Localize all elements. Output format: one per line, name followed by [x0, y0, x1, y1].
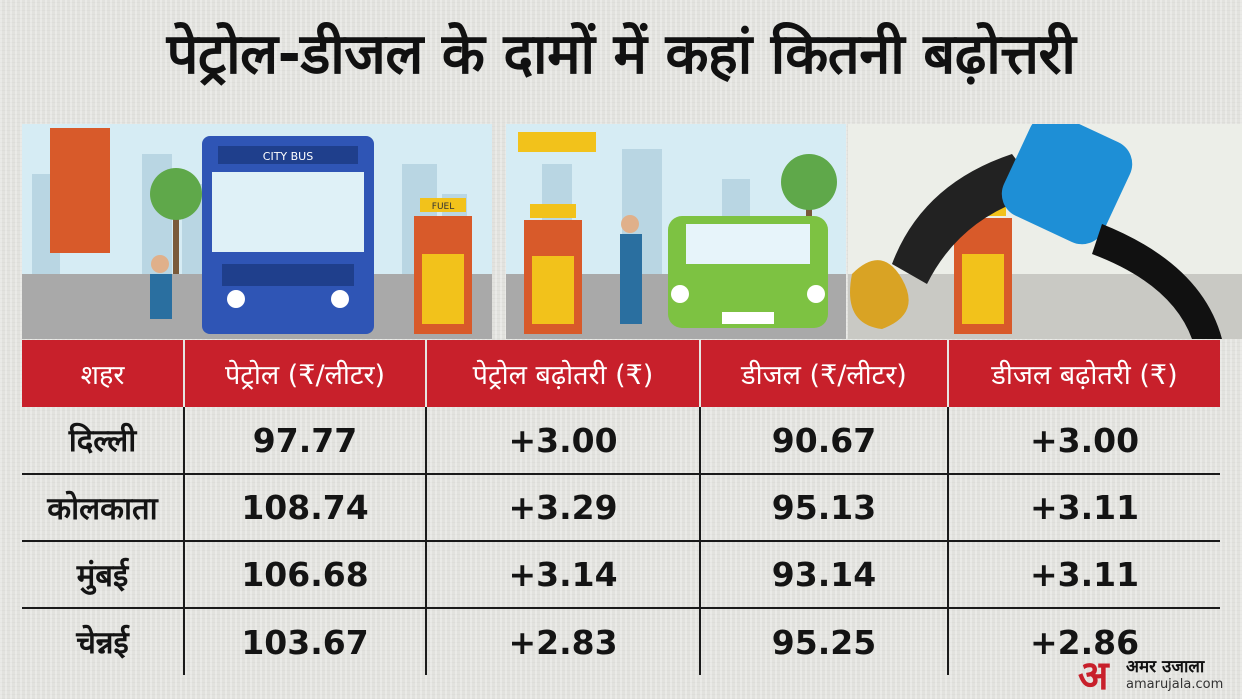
- petrol-hike-cell: +2.83: [426, 608, 701, 675]
- header-diesel-hike: डीजल बढ़ोतरी (₹): [948, 340, 1220, 407]
- petrol-price-cell: 97.77: [184, 407, 427, 475]
- diesel-price-cell: 93.14: [700, 541, 949, 609]
- header-petrol-hike: पेट्रोल बढ़ोतरी (₹): [426, 340, 701, 407]
- fuel-splash: [850, 260, 909, 329]
- fuel-pump-icon: FUEL: [414, 198, 472, 334]
- diesel-price-cell: 95.25: [700, 608, 949, 675]
- table-row: चेन्नई 103.67 +2.83 95.25 +2.86: [22, 608, 1220, 675]
- illustration-graphic: CITY BUS FUEL: [22, 113, 1242, 339]
- logo-url: amarujala.com: [1126, 677, 1224, 692]
- car-icon: [668, 216, 828, 328]
- fuel-price-table-container: शहर पेट्रोल (₹/लीटर) पेट्रोल बढ़ोतरी (₹)…: [22, 340, 1220, 675]
- city-cell: दिल्ली: [22, 407, 185, 475]
- petrol-price-cell: 106.68: [184, 541, 427, 609]
- petrol-price-cell: 108.74: [184, 474, 427, 542]
- table-row: कोलकाता 108.74 +3.29 95.13 +3.11: [22, 474, 1220, 542]
- header-diesel-price: डीजल (₹/लीटर): [700, 340, 949, 407]
- petrol-hike-cell: +3.29: [426, 474, 701, 542]
- page-title: पेट्रोल-डीजल के दामों में कहां कितनी बढ़…: [166, 22, 1076, 87]
- mechanic-figure: [150, 255, 172, 319]
- petrol-hike-cell: +3.00: [426, 407, 701, 475]
- diesel-price-cell: 90.67: [700, 407, 949, 475]
- petrol-hike-cell: +3.14: [426, 541, 701, 609]
- header-petrol-price: पेट्रोल (₹/लीटर): [184, 340, 427, 407]
- petrol-price-cell: 103.67: [184, 608, 427, 675]
- tree-icon: [150, 168, 202, 274]
- fuel-station-illustration: CITY BUS FUEL: [22, 113, 1242, 339]
- diesel-hike-cell: +3.11: [948, 541, 1220, 609]
- table-header-row: शहर पेट्रोल (₹/लीटर) पेट्रोल बढ़ोतरी (₹)…: [22, 340, 1220, 407]
- amar-ujala-logo: अ अमर उजाला amarujala.com: [1078, 655, 1240, 697]
- fuel-pump-icon: [524, 204, 582, 334]
- city-cell: मुंबई: [22, 541, 185, 609]
- header-city: शहर: [22, 340, 185, 407]
- table-row: मुंबई 106.68 +3.14 93.14 +3.11: [22, 541, 1220, 609]
- city-cell: कोलकाता: [22, 474, 185, 542]
- diesel-price-cell: 95.13: [700, 474, 949, 542]
- no-smoking-sign: [518, 132, 596, 152]
- attendant-figure: [620, 215, 642, 324]
- table-row: दिल्ली 97.77 +3.00 90.67 +3.00: [22, 407, 1220, 475]
- fuel-station-sign: [50, 128, 110, 253]
- fuel-nozzle-icon: [892, 113, 1222, 339]
- diesel-hike-cell: +3.00: [948, 407, 1220, 475]
- diesel-hike-cell: +2.86: [1029, 622, 1140, 662]
- fuel-price-table: शहर पेट्रोल (₹/लीटर) पेट्रोल बढ़ोतरी (₹)…: [22, 340, 1220, 675]
- diesel-hike-cell: +3.11: [948, 474, 1220, 542]
- city-cell: चेन्नई: [22, 608, 185, 675]
- logo-mark: अ: [1078, 653, 1109, 699]
- pump-label: FUEL: [432, 202, 454, 212]
- bus-icon: CITY BUS: [202, 136, 374, 334]
- bus-sign-text: CITY BUS: [263, 150, 313, 163]
- logo-name: अमर उजाला: [1126, 657, 1205, 677]
